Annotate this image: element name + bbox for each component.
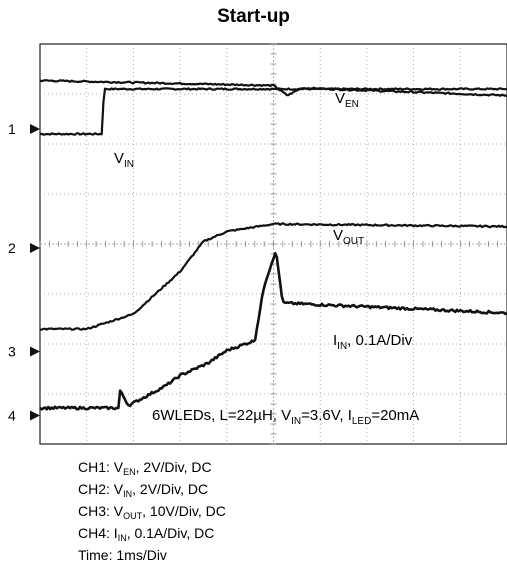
trace-label-iin: IIN, 0.1A/Div — [333, 332, 413, 352]
channel-marker-arrow — [30, 124, 40, 134]
trace-label-ven: VEN — [335, 90, 359, 110]
conditions-text: 6WLEDs, L=22µH, VIN=3.6V, ILED=20mA — [152, 407, 419, 427]
channel-markers: 1 2 3 4 — [8, 121, 40, 424]
scope-plot: 1 2 3 4 VEN VIN VOUT IIN, 0.1A/Div 6WLEDs, … — [8, 43, 507, 445]
trace-v-in — [39, 78, 507, 97]
channel-marker-arrow — [30, 243, 40, 253]
channel-marker-label: 4 — [8, 408, 16, 424]
legend-row-time: Time: 1ms/Div — [78, 547, 167, 563]
legend-row-ch3: CH3: VOUT, 10V/Div, DC — [78, 503, 226, 521]
legend-row-ch4: CH4: IIN, 0.1A/Div, DC — [78, 525, 215, 543]
legend-row-ch1: CH1: VEN, 2V/Div, DC — [78, 459, 212, 477]
legend-row-ch2: CH2: VIN, 2V/Div, DC — [78, 481, 209, 499]
channel-marker-label: 2 — [8, 240, 16, 256]
trace-labels: VEN VIN VOUT IIN, 0.1A/Div — [114, 90, 413, 352]
channel-marker-label: 1 — [8, 121, 16, 137]
channel-marker-label: 3 — [8, 344, 16, 360]
channel-legend: CH1: VEN, 2V/Div, DC CH2: VIN, 2V/Div, D… — [78, 456, 226, 566]
trace-v-out — [39, 222, 507, 331]
scope-grid — [39, 43, 507, 445]
trace-v-en — [39, 87, 507, 136]
trace-label-vout: VOUT — [333, 227, 364, 247]
scope-traces — [39, 78, 507, 411]
channel-marker-arrow — [30, 410, 40, 421]
trace-label-vin: VIN — [114, 150, 134, 170]
chart-title: Start-up — [217, 6, 290, 27]
channel-marker-arrow — [30, 346, 40, 357]
trace-i-in — [39, 252, 507, 411]
